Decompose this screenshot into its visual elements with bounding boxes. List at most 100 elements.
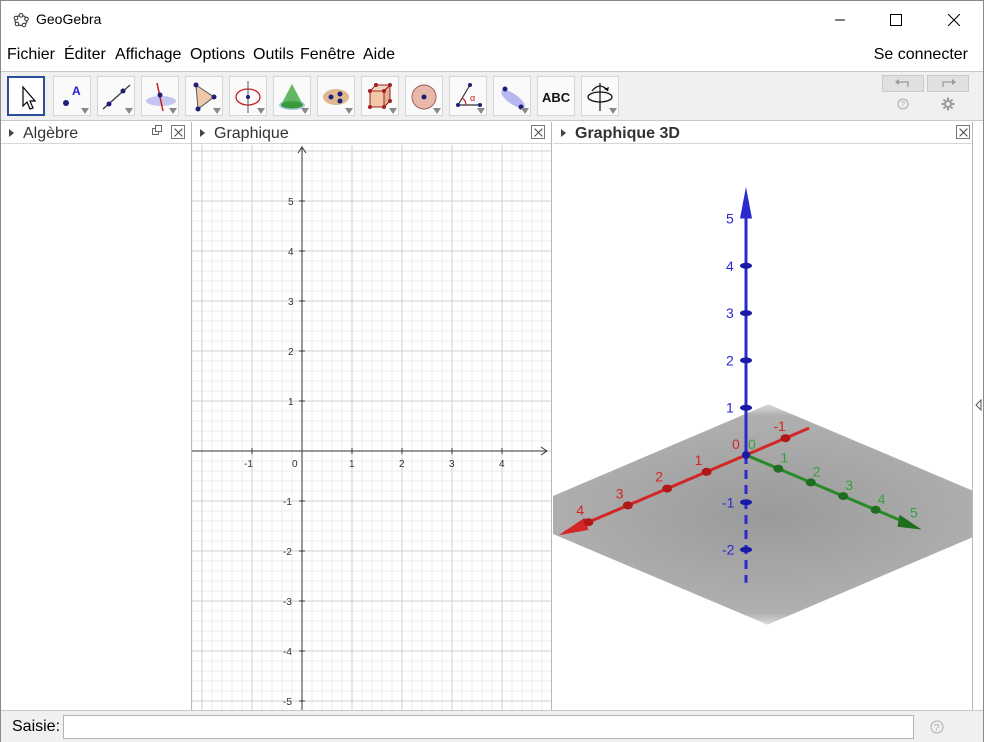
window-title: GeoGebra: [36, 11, 102, 27]
x-tick-label-3d: 2: [655, 469, 663, 485]
input-field[interactable]: [63, 715, 914, 739]
menu-outils[interactable]: Outils: [253, 46, 294, 63]
y-axis-arrow: [297, 146, 307, 154]
x-tick-label-3d: 4: [576, 502, 584, 518]
origin-label-y: 0: [748, 436, 756, 452]
y-tick-label: -5: [283, 697, 292, 708]
help-icon[interactable]: ?: [897, 98, 909, 110]
graphics-panel: Graphique -1 0 1 2 3 4 5 4 3 2 1 -1 -2 -3 -4 -5: [192, 122, 552, 710]
cone-tool-button[interactable]: [273, 76, 311, 116]
z-tick-label-3d: 5: [726, 211, 734, 227]
circle-tool-button[interactable]: [229, 76, 267, 116]
x-tick-3d: [780, 434, 791, 443]
graphics-3d-panel-header: Graphique 3D: [553, 122, 972, 144]
y-tick-label-3d: 1: [780, 450, 788, 466]
point-tool-button[interactable]: A: [53, 76, 91, 116]
help-icon[interactable]: ?: [930, 720, 944, 734]
expand-arrow-icon[interactable]: [9, 129, 14, 137]
svg-text:?: ?: [934, 723, 940, 734]
x-tick-label-3d: 3: [616, 485, 624, 501]
redo-button[interactable]: [927, 75, 969, 92]
graphics-panel-header: Graphique: [192, 122, 551, 144]
x-tick-label: 1: [349, 459, 355, 470]
z-tick-label-3d: 1: [726, 400, 734, 416]
text-tool-icon: ABC: [542, 90, 571, 105]
graphics-2d-view[interactable]: -1 0 1 2 3 4 5 4 3 2 1 -1 -2 -3 -4 -5: [192, 145, 551, 710]
rotate-view-tool-icon: [587, 83, 613, 111]
point-tool-label: A: [72, 84, 81, 98]
menu-options[interactable]: Options: [190, 46, 246, 63]
redo-icon: [942, 79, 956, 87]
z-tick-3d: [740, 262, 752, 269]
polygon-tool-button[interactable]: [185, 76, 223, 116]
move-tool-button[interactable]: [7, 76, 45, 116]
undock-icon[interactable]: [152, 125, 162, 135]
perpendicular-tool-button[interactable]: [141, 76, 179, 116]
input-label: Saisie:: [12, 718, 61, 735]
x-tick-3d: [701, 467, 712, 476]
side-panel-toggle-icon[interactable]: [974, 399, 982, 411]
menu-aide[interactable]: Aide: [363, 46, 396, 63]
y-tick-label: -4: [283, 647, 292, 658]
graphics-3d-close-icon[interactable]: [956, 125, 970, 139]
y-tick-label: 1: [288, 397, 294, 408]
move-tool-icon: [22, 85, 37, 110]
z-tick-3d: [740, 499, 752, 506]
z-tick-3d: [740, 357, 752, 364]
sign-in-link[interactable]: Se connecter: [873, 46, 968, 63]
text-tool-button[interactable]: ABC: [537, 76, 575, 116]
y-tick-3d: [805, 478, 816, 487]
algebra-close-icon[interactable]: [171, 125, 185, 139]
y-tick-label: -1: [283, 497, 292, 508]
maximize-icon: [890, 14, 902, 26]
y-tick-label: 2: [288, 347, 294, 358]
reflect-tool-button[interactable]: [493, 76, 531, 116]
menu-fichier[interactable]: Fichier: [7, 46, 56, 63]
close-button[interactable]: [925, 1, 983, 39]
cube-tool-button[interactable]: [361, 76, 399, 116]
x-axis-arrow: [540, 446, 548, 456]
x-tick-label: -1: [244, 459, 253, 470]
angle-tool-button[interactable]: α: [449, 76, 487, 116]
polygon-tool-icon: [193, 82, 217, 112]
menu-fenetre[interactable]: Fenêtre: [300, 46, 356, 63]
maximize-button[interactable]: [867, 1, 925, 39]
x-axis-3d: [564, 426, 810, 534]
x-tick-label: 4: [499, 459, 505, 470]
menu-editer[interactable]: Éditer: [64, 46, 106, 63]
z-tick-label-3d: 3: [726, 305, 734, 321]
line-tool-button[interactable]: [97, 76, 135, 116]
x-tick-3d: [662, 484, 673, 493]
z-tick-label-3d: 4: [726, 258, 734, 274]
svg-text:?: ?: [901, 100, 906, 109]
gear-icon[interactable]: [941, 97, 955, 111]
geogebra-logo-icon: [13, 13, 29, 28]
expand-arrow-icon[interactable]: [561, 129, 566, 137]
sphere-tool-button[interactable]: [405, 76, 443, 116]
y-axis-3d: [742, 452, 912, 527]
z-tick-3d: [740, 546, 752, 553]
y-axis-arrow: [897, 514, 922, 530]
graphics-3d-view[interactable]: 4 3 2 1 -1 1 2 3 4 5 5 4 3 2 1 -1 -2 0 0: [553, 145, 972, 710]
rotate-view-tool-button[interactable]: [581, 76, 619, 116]
x-tick-label: 0: [292, 459, 298, 470]
graphics-3d-panel: Graphique 3D 4 3 2 1 -1 1 2 3 4 5 5 4 3 2 1 -1 -2 0 0: [553, 122, 973, 710]
input-bar: Saisie: ?: [1, 710, 983, 742]
expand-arrow-icon[interactable]: [200, 129, 205, 137]
z-tick-label-3d: -1: [722, 494, 735, 510]
menu-affichage[interactable]: Affichage: [115, 46, 182, 63]
y-tick-3d: [870, 505, 881, 514]
intersect-tool-button[interactable]: [317, 76, 355, 116]
graphics-close-icon[interactable]: [531, 125, 545, 139]
y-tick-label: 5: [288, 197, 294, 208]
perpendicular-tool-icon: [146, 82, 176, 112]
x-tick-label: 2: [399, 459, 405, 470]
y-tick-label: -2: [283, 547, 292, 558]
undo-icon: [895, 79, 909, 87]
close-icon: [948, 14, 960, 26]
y-tick-label: 3: [288, 297, 294, 308]
minimize-button[interactable]: [811, 1, 869, 39]
undo-button[interactable]: [882, 75, 924, 92]
x-tick-3d: [583, 518, 594, 527]
